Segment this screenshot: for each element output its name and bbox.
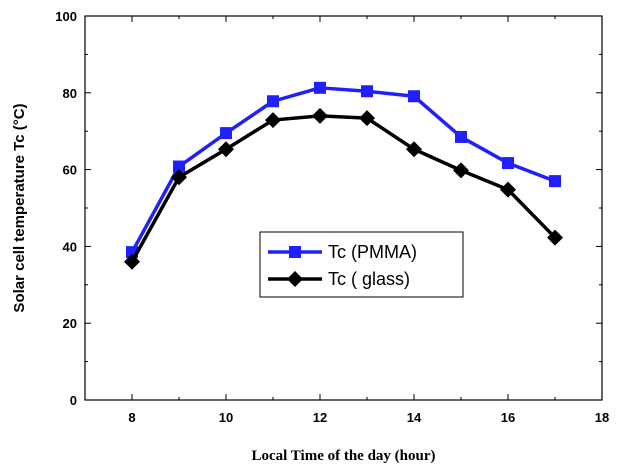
series-2-point — [171, 169, 187, 186]
y-axis-title: Solar cell temperature Tc (°C) — [11, 103, 28, 312]
series-1-point — [361, 85, 373, 98]
series-2-point — [406, 141, 422, 158]
y-tick-label: 20 — [63, 316, 77, 331]
series-1-point — [408, 90, 420, 103]
legend-label-1: Tc (PMMA) — [328, 242, 417, 262]
y-tick-label: 40 — [63, 239, 77, 254]
legend-label-2: Tc ( glass) — [328, 269, 410, 289]
series-1-point — [314, 81, 326, 94]
y-tick-label: 0 — [70, 393, 77, 408]
series-1-point — [502, 157, 514, 170]
series-1-point — [455, 130, 467, 143]
y-tick-label: 100 — [55, 9, 77, 24]
y-tick-label: 60 — [63, 163, 77, 178]
series-1-point — [220, 127, 232, 140]
legend-box — [259, 231, 464, 298]
series-2-point — [312, 107, 328, 124]
series-1-point — [173, 160, 185, 173]
series-2-point — [265, 112, 281, 129]
x-tick-label: 18 — [595, 410, 609, 425]
series-2-point — [500, 181, 516, 198]
legend-marker-1 — [289, 246, 301, 258]
x-tick-label: 12 — [313, 410, 327, 425]
series-1-point — [549, 175, 561, 188]
series-line-1 — [130, 86, 556, 254]
series-line-2 — [130, 114, 557, 263]
x-axis-title: Local Time of the day (hour) — [251, 448, 435, 464]
series-2-point — [453, 162, 469, 179]
series-2-point — [218, 141, 234, 158]
series-2-point — [547, 229, 563, 246]
x-tick-label: 16 — [501, 410, 515, 425]
y-tick-label: 80 — [63, 86, 77, 101]
series-1-point — [267, 95, 279, 108]
x-tick-label: 10 — [219, 410, 233, 425]
x-tick-label: 8 — [128, 410, 135, 425]
series-2-point — [359, 110, 375, 127]
x-tick-label: 14 — [407, 410, 422, 425]
series-2-point — [124, 253, 140, 270]
legend-marker-2 — [287, 271, 303, 287]
